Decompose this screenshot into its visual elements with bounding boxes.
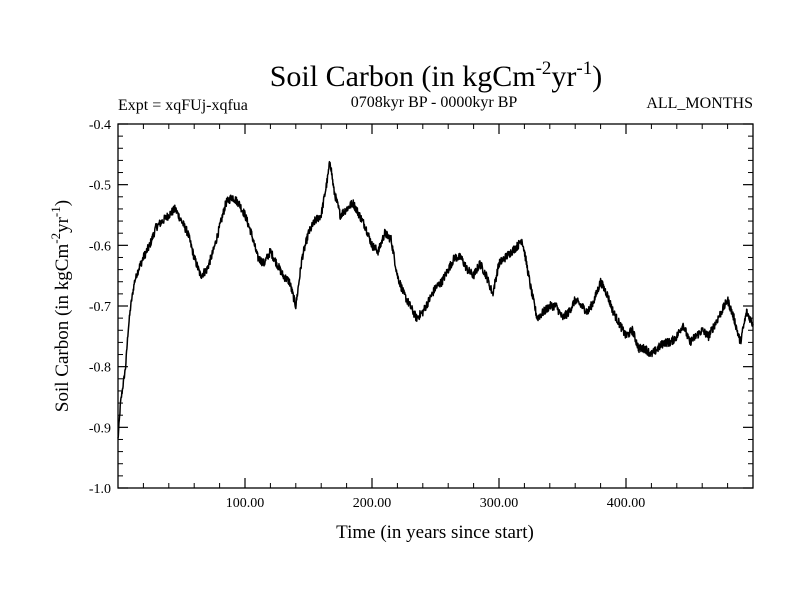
x-tick-label: 400.00 [607,496,646,511]
y-tick-label: -0.6 [89,239,111,254]
series-line-soil-carbon [117,160,754,439]
x-tick-label: 200.00 [353,496,392,511]
y-axis: -0.4 -0.5 -0.6 -0.7 -0.8 -0.9 -1.0 [89,118,753,497]
y-tick-label: -1.0 [89,482,111,497]
minor-ticks [118,124,753,488]
season-label: ALL_MONTHS [646,95,753,112]
y-tick-label: -0.7 [89,300,111,315]
x-tick-label: 100.00 [226,496,265,511]
period-label: 0708kyr BP - 0000kyr BP [351,94,518,111]
x-tick-label: 300.00 [480,496,519,511]
y-tick-label: -0.4 [89,118,111,133]
y-tick-label: -0.5 [89,179,111,194]
plot-frame [117,123,754,489]
experiment-label: Expt = xqFUj-xqfua [118,97,248,114]
y-tick-label: -0.8 [89,361,111,376]
chart-title: Soil Carbon (in kgCm-2yr-1) [270,58,603,93]
x-axis-label: Time (in years since start) [336,522,534,543]
x-axis: 100.00 200.00 300.00 400.00 [226,124,646,511]
y-axis-label: Soil Carbon (in kgCm-2yr-1) [48,200,73,412]
y-tick-label: -0.9 [89,421,111,436]
